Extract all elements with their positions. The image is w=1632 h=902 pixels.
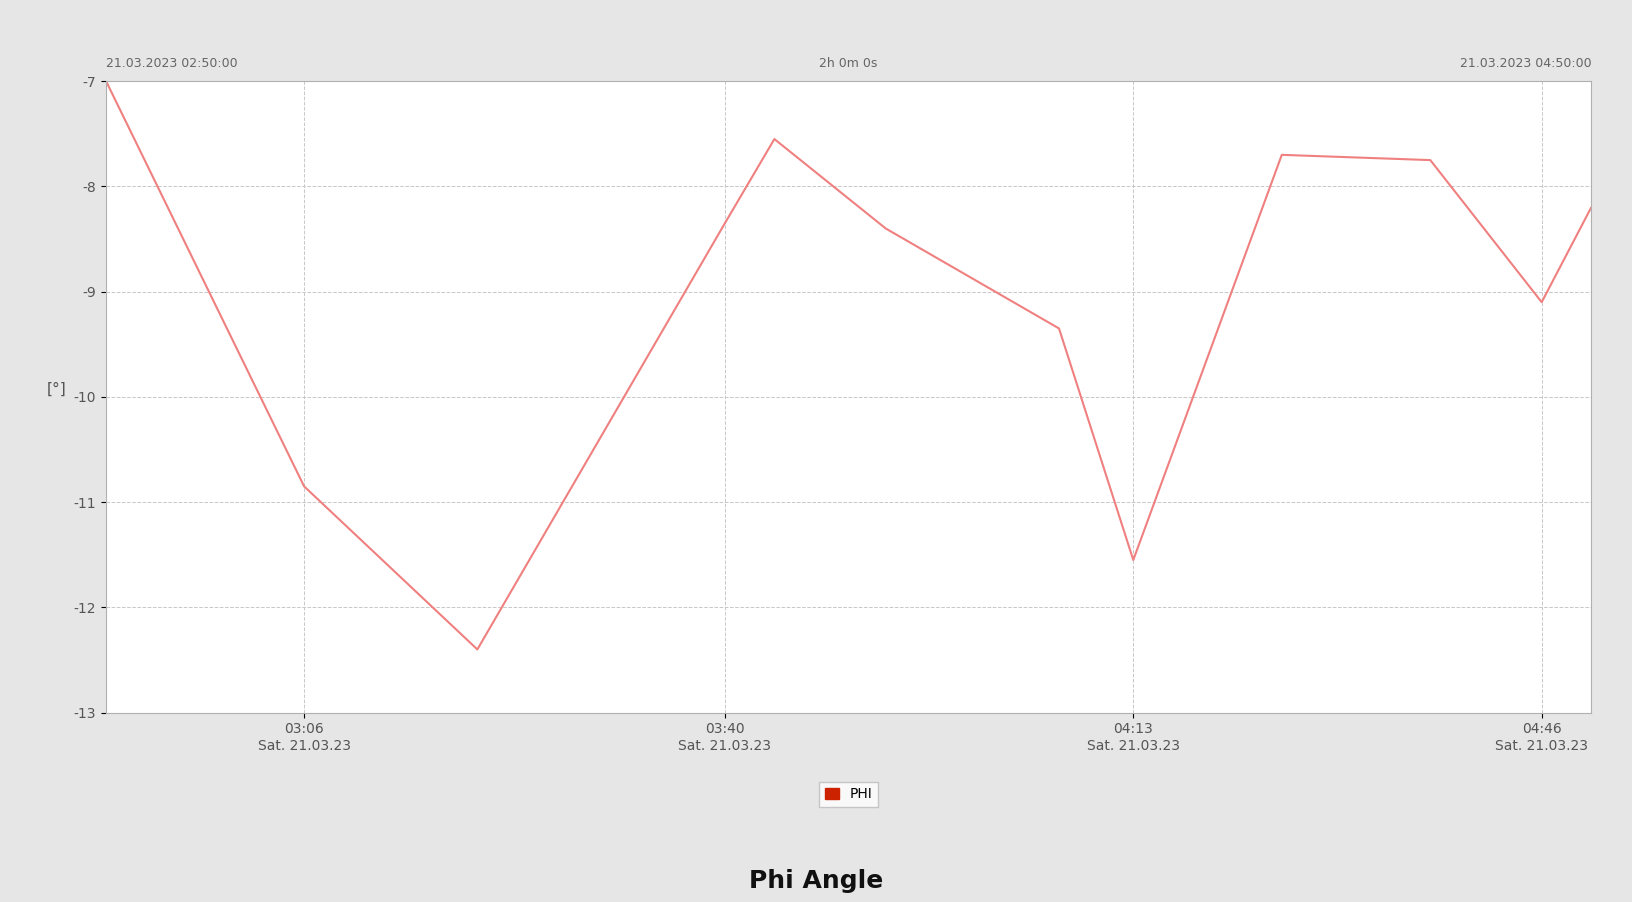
- Text: 21.03.2023 02:50:00: 21.03.2023 02:50:00: [106, 57, 238, 70]
- Text: 21.03.2023 04:50:00: 21.03.2023 04:50:00: [1459, 57, 1591, 70]
- Legend: PHI: PHI: [819, 781, 878, 806]
- Text: 2h 0m 0s: 2h 0m 0s: [819, 57, 878, 70]
- Y-axis label: [°]: [°]: [47, 382, 67, 397]
- Text: Phi Angle: Phi Angle: [749, 869, 883, 893]
